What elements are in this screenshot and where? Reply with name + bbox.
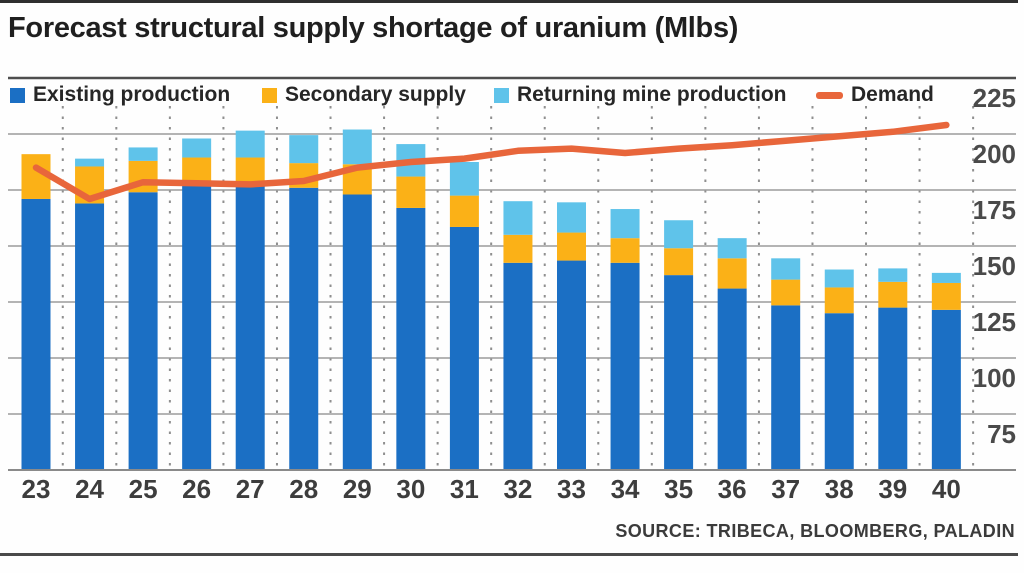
bar-segment-returning-mine-production bbox=[235, 130, 265, 158]
x-tick-label: 27 bbox=[235, 474, 265, 504]
bar-segment-secondary-supply bbox=[235, 157, 265, 185]
bar-segment-returning-mine-production bbox=[717, 238, 747, 259]
x-tick-label: 39 bbox=[878, 474, 908, 504]
bar-segment-secondary-supply bbox=[610, 238, 640, 263]
legend-square-swatch bbox=[494, 87, 509, 103]
bar-segment-returning-mine-production bbox=[771, 258, 801, 280]
top-border-rule bbox=[0, 0, 1018, 3]
legend-line-swatch bbox=[816, 91, 843, 99]
bar-segment-existing-production bbox=[717, 288, 747, 470]
bar-segment-returning-mine-production bbox=[182, 138, 212, 158]
bar-segment-existing-production bbox=[503, 262, 533, 470]
legend-label: Demand bbox=[851, 83, 934, 106]
bar-segment-existing-production bbox=[878, 307, 908, 470]
bar-segment-secondary-supply bbox=[449, 195, 479, 227]
chart-legend: Existing production Secondary supply Retur… bbox=[0, 82, 1024, 110]
bar-segment-existing-production bbox=[449, 226, 479, 470]
bar-segment-returning-mine-production bbox=[289, 135, 319, 164]
x-tick-label: 38 bbox=[824, 474, 854, 504]
legend-square-swatch bbox=[262, 87, 277, 103]
x-tick-label: 28 bbox=[289, 474, 319, 504]
x-tick-label: 24 bbox=[75, 474, 104, 504]
bar-segment-secondary-supply bbox=[664, 248, 694, 276]
bar-segment-existing-production bbox=[342, 194, 372, 471]
bar-segment-returning-mine-production bbox=[342, 129, 372, 165]
legend-label: Existing production bbox=[33, 83, 231, 106]
bar-segment-existing-production bbox=[824, 313, 854, 470]
bar-segment-returning-mine-production bbox=[610, 209, 640, 239]
x-tick-label: 31 bbox=[449, 474, 479, 504]
x-tick-label: 25 bbox=[128, 474, 158, 504]
bar-segment-returning-mine-production bbox=[557, 202, 586, 233]
bar-segment-secondary-supply bbox=[931, 282, 961, 310]
y-tick-label: 200 bbox=[972, 139, 1016, 169]
bar-segment-existing-production bbox=[21, 198, 51, 470]
chart-title: Forecast structural supply shortage of u… bbox=[8, 12, 739, 44]
legend-item: Secondary supply bbox=[262, 82, 466, 108]
bar-segment-existing-production bbox=[664, 275, 694, 470]
bar-segment-returning-mine-production bbox=[128, 147, 158, 161]
bar-segment-existing-production bbox=[128, 192, 158, 471]
x-tick-label: 29 bbox=[342, 474, 372, 504]
bar-segment-existing-production bbox=[931, 309, 961, 470]
bar-segment-secondary-supply bbox=[824, 287, 854, 314]
y-tick-label: 100 bbox=[972, 363, 1016, 393]
legend-item: Existing production bbox=[10, 82, 230, 108]
demand-line bbox=[32, 121, 950, 203]
bar-segment-existing-production bbox=[182, 183, 212, 470]
bar-segment-existing-production bbox=[771, 305, 801, 470]
y-tick-label: 75 bbox=[987, 419, 1016, 449]
legend-square-swatch bbox=[10, 87, 25, 103]
bar-segment-existing-production bbox=[557, 260, 586, 470]
bar-segment-secondary-supply bbox=[771, 279, 801, 306]
x-tick-label: 37 bbox=[771, 474, 801, 504]
x-tick-label: 26 bbox=[182, 474, 212, 504]
bar-segment-existing-production bbox=[396, 207, 426, 471]
bar-segment-existing-production bbox=[235, 184, 265, 470]
bar-segment-existing-production bbox=[75, 203, 105, 470]
bar-segment-returning-mine-production bbox=[931, 272, 961, 283]
y-tick-label: 150 bbox=[972, 251, 1016, 281]
y-tick-label: 175 bbox=[972, 195, 1016, 225]
legend-label: Returning mine production bbox=[517, 83, 787, 106]
bar-segment-secondary-supply bbox=[396, 176, 426, 208]
x-tick-label: 32 bbox=[503, 474, 533, 504]
bar-segment-secondary-supply bbox=[503, 234, 533, 263]
bottom-border-rule bbox=[0, 553, 1018, 556]
legend-item: Demand bbox=[816, 82, 934, 108]
legend-item: Returning mine production bbox=[494, 82, 786, 108]
bar-segment-existing-production bbox=[610, 262, 640, 470]
bar-segment-returning-mine-production bbox=[503, 201, 533, 235]
x-tick-label: 40 bbox=[931, 474, 961, 504]
bar-segment-returning-mine-production bbox=[824, 269, 854, 288]
x-tick-label: 36 bbox=[717, 474, 747, 504]
x-tick-label: 33 bbox=[557, 474, 586, 504]
legend-label: Secondary supply bbox=[285, 83, 466, 106]
x-tick-label: 34 bbox=[610, 474, 640, 504]
bar-segment-returning-mine-production bbox=[449, 162, 479, 196]
bar-segment-secondary-supply bbox=[878, 281, 908, 308]
bar-segment-secondary-supply bbox=[182, 157, 212, 184]
bar-segment-returning-mine-production bbox=[878, 268, 908, 282]
bar-segment-existing-production bbox=[289, 187, 319, 470]
bar-segment-returning-mine-production bbox=[75, 158, 105, 167]
bar-segment-returning-mine-production bbox=[664, 220, 694, 249]
bar-segment-secondary-supply bbox=[717, 258, 747, 289]
x-tick-label: 30 bbox=[396, 474, 426, 504]
y-tick-label: 125 bbox=[972, 307, 1016, 337]
bar-segment-secondary-supply bbox=[557, 232, 586, 261]
source-credit: SOURCE: TRIBECA, BLOOMBERG, PALADIN bbox=[615, 521, 1015, 541]
x-tick-label: 35 bbox=[664, 474, 694, 504]
x-tick-label: 23 bbox=[21, 474, 51, 504]
y-tick-label: 225 bbox=[972, 83, 1016, 113]
